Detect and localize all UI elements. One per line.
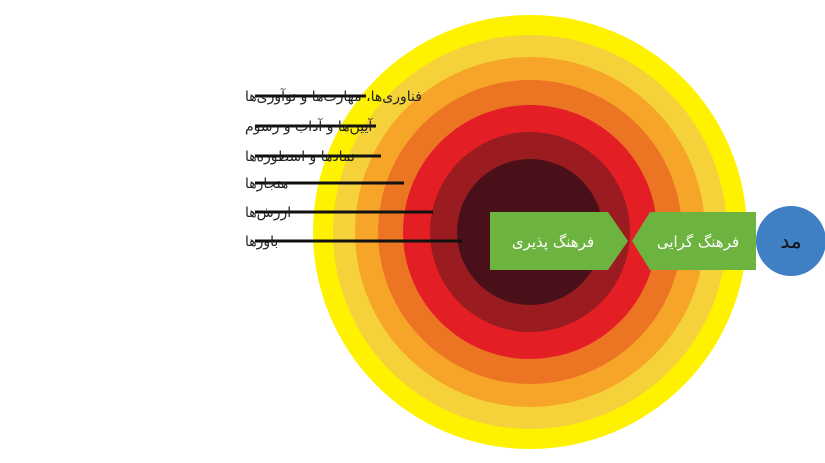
arrow-label-cultural-tendency: فرهنگ گرایی — [657, 233, 739, 251]
mod-label: مد — [780, 229, 801, 253]
layer-label-technologies: فناوری‌ها، مهارت‌ها و نوآوری‌ها — [245, 88, 422, 105]
layer-label-beliefs: باورها — [245, 234, 278, 250]
layer-label-symbols: نمادها و اسطوره‌ها — [245, 149, 355, 165]
layer-label-rituals: آیین‌ها و آداب و رسوم — [245, 118, 373, 135]
layer-label-values: ارزش‌ها — [245, 205, 291, 221]
layer-label-norms: هنجارها — [245, 176, 288, 192]
arrow-label-cultural-acceptance: فرهنگ پذیری — [512, 233, 594, 252]
arrow-cultural-tendency — [632, 212, 756, 270]
mod-circle — [756, 206, 825, 276]
arrow-cultural-acceptance — [490, 212, 628, 270]
